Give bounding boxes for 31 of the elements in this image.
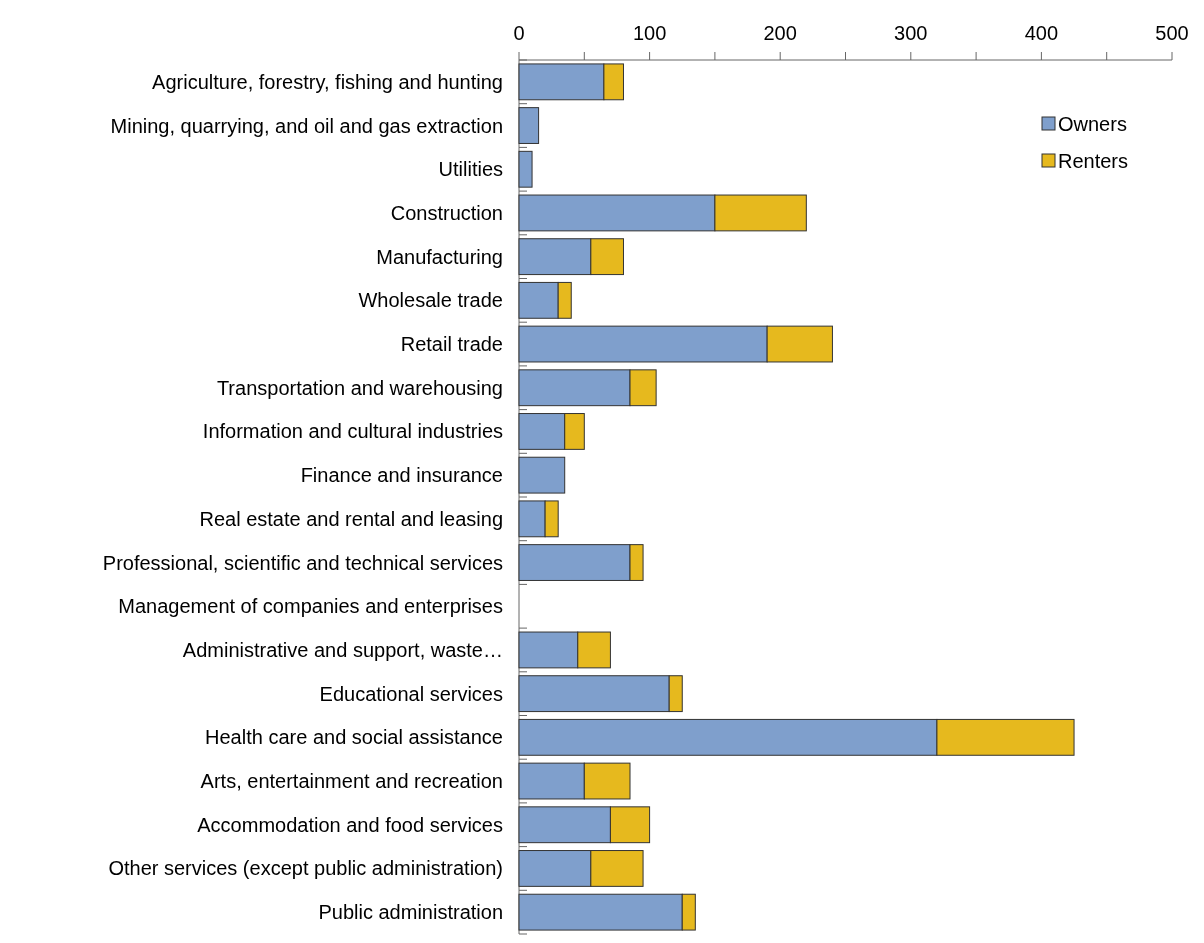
legend-label: Renters bbox=[1058, 150, 1129, 172]
x-tick-label: 200 bbox=[763, 22, 797, 44]
y-tick-label: Information and cultural industries bbox=[202, 420, 503, 443]
y-tick-label: Real estate and rental and leasing bbox=[199, 507, 503, 530]
y-tick-label: Mining, quarrying, and oil and gas extraction bbox=[110, 114, 503, 137]
bar bbox=[518, 456, 566, 494]
x-tick-label: 400 bbox=[1024, 22, 1059, 44]
y-tick-label: Wholesale trade bbox=[358, 289, 503, 312]
y-tick-label: Public administration bbox=[318, 901, 503, 924]
bar bbox=[518, 150, 533, 188]
y-tick-label: Accommodation and food services bbox=[197, 813, 503, 836]
y-tick-label: Construction bbox=[390, 201, 503, 224]
y-tick-label: Utilities bbox=[438, 158, 503, 181]
y-tick-label: Management of companies and enterprises bbox=[118, 595, 503, 618]
y-tick-label: Educational services bbox=[319, 682, 503, 705]
y-tick-label: Arts, entertainment and recreation bbox=[200, 770, 503, 793]
y-tick-label: Health care and social assistance bbox=[205, 726, 503, 749]
y-tick-label: Professional, scientific and technical services bbox=[102, 551, 503, 574]
x-tick-label: 100 bbox=[632, 22, 667, 44]
y-tick-label: Administrative and support, waste… bbox=[182, 638, 503, 661]
legend-label: Owners bbox=[1058, 113, 1127, 135]
y-tick-label: Other services (except public administration) bbox=[108, 857, 503, 880]
y-tick-label: Transportation and warehousing bbox=[216, 376, 503, 399]
x-tick-label: 500 bbox=[1155, 22, 1189, 44]
y-tick-label: Agriculture, forestry, fishing and hunting bbox=[152, 70, 503, 93]
bar bbox=[518, 107, 540, 144]
x-tick-label: 0 bbox=[513, 22, 525, 44]
y-tick-label: Finance and insurance bbox=[300, 464, 503, 487]
y-tick-label: Manufacturing bbox=[376, 245, 503, 268]
y-tick-label: Retail trade bbox=[400, 333, 503, 356]
x-tick-label: 300 bbox=[894, 22, 928, 44]
